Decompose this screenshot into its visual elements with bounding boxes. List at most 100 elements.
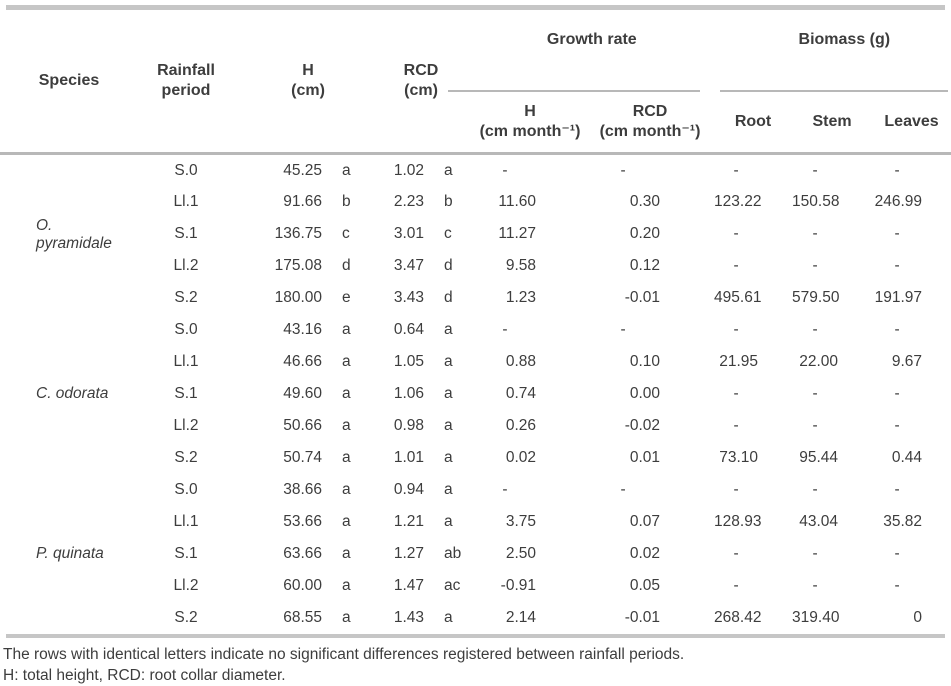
header-row-subcolumns: H (cm month⁻¹) RCD (cm month⁻¹) Root Ste… — [0, 92, 951, 154]
cell-rcd-sig: d — [444, 256, 453, 274]
cell-leaves: - — [894, 224, 900, 242]
cell-h-sig: a — [342, 416, 351, 434]
cell-stem: 579.50 — [792, 288, 840, 306]
cell-h: 63.66 — [283, 544, 322, 562]
cell-rcd-sig: a — [444, 512, 453, 530]
cell-root: - — [733, 576, 739, 594]
cell-growth-h: 1.23 — [505, 288, 537, 306]
cell-rcd: 0.98 — [393, 416, 424, 434]
cell-root: - — [733, 416, 739, 434]
table-row: S.1 63.66 a 1.27 ab 2.50 0.02 - - - — [0, 538, 951, 570]
col-header-root: Root — [734, 112, 772, 130]
cell-h-sig: a — [342, 608, 351, 626]
col-header-species: Species — [38, 71, 100, 89]
cell-h-sig: a — [342, 352, 351, 370]
cell-species: C. odorata — [36, 384, 109, 402]
cell-rcd-sig: a — [444, 608, 453, 626]
cell-h: 180.00 — [274, 288, 322, 306]
cell-root: - — [733, 224, 739, 242]
cell-h: 38.66 — [283, 480, 322, 498]
cell-h-sig: a — [342, 544, 351, 562]
cell-period: Ll.2 — [173, 576, 199, 594]
table-row: Ll.2 50.66 a 0.98 a 0.26 -0.02 - - - — [0, 410, 951, 442]
cell-growth-rcd: - — [620, 480, 626, 498]
cell-rcd-sig: a — [444, 320, 453, 338]
growth-rate-underline — [448, 89, 701, 92]
footnote-abbreviations: H: total height, RCD: root collar diamet… — [3, 666, 286, 684]
table-top-rule — [6, 5, 945, 10]
table-row: S.2 180.00 e 3.43 d 1.23 -0.01 495.61 579.50 191.… — [0, 282, 951, 314]
cell-h: 50.66 — [283, 416, 322, 434]
cell-root: - — [733, 384, 739, 402]
cell-growth-rcd: 0.02 — [629, 544, 661, 562]
col-header-growth-h: H (cm month⁻¹) — [479, 102, 581, 141]
cell-leaves: 35.82 — [883, 512, 923, 530]
cell-h-sig: a — [342, 480, 351, 498]
cell-period: S.0 — [174, 480, 198, 498]
table-row: S.2 68.55 a 1.43 a 2.14 -0.01 268.42 319.40 0 — [0, 602, 951, 634]
cell-growth-rcd: 0.12 — [629, 256, 661, 274]
cell-period: Ll.1 — [173, 192, 199, 210]
cell-species: O. pyramidale — [0, 152, 130, 314]
cell-root: - — [733, 320, 739, 338]
cell-growth-rcd: 0.00 — [629, 384, 661, 402]
cell-stem: - — [812, 416, 818, 434]
cell-rcd: 3.01 — [393, 224, 424, 242]
cell-h-sig: a — [324, 152, 368, 186]
table-row: Ll.1 46.66 a 1.05 a 0.88 0.10 21.95 22.00 9.67 — [0, 346, 951, 378]
cell-growth-rcd: - — [620, 320, 626, 338]
cell-root: 21.95 — [719, 352, 759, 370]
cell-period: S.1 — [174, 384, 198, 402]
footnotes: The rows with identical letters indicate… — [3, 644, 945, 686]
cell-rcd: 1.47 — [393, 576, 424, 594]
cell-growth-h: - — [474, 152, 587, 186]
cell-species: P. quinata — [36, 544, 104, 562]
cell-h: 50.74 — [283, 448, 322, 466]
cell-rcd: 0.94 — [393, 480, 424, 498]
cell-root: - — [714, 152, 793, 186]
cell-leaves: 191.97 — [874, 288, 923, 306]
table-row: C. odorata S.0 43.16 a 0.64 a - - - - - — [0, 314, 951, 402]
cell-h-sig: a — [342, 512, 351, 530]
table-header: Species Rainfall period H (cm) RCD (cm) … — [0, 10, 951, 154]
cell-rcd-sig: ac — [444, 576, 461, 594]
cell-growth-h: - — [502, 320, 508, 338]
cell-h: 43.16 — [283, 320, 322, 338]
cell-rcd-sig: ab — [444, 544, 462, 562]
cell-h: 175.08 — [274, 256, 322, 274]
cell-rcd-sig: a — [444, 352, 453, 370]
cell-period: Ll.2 — [173, 416, 199, 434]
cell-growth-rcd: 0.05 — [629, 576, 661, 594]
cell-h-sig: c — [342, 224, 350, 242]
cell-stem: - — [812, 320, 818, 338]
cell-stem: - — [812, 384, 818, 402]
cell-growth-h: 11.27 — [498, 224, 537, 242]
col-header-h: H (cm) — [291, 61, 325, 100]
cell-h: 45.25 — [234, 152, 324, 186]
cell-leaves: 9.67 — [891, 352, 923, 370]
cell-leaves: - — [894, 544, 900, 562]
cell-stem: - — [812, 544, 818, 562]
table-row: S.2 50.74 a 1.01 a 0.02 0.01 73.10 95.44 0.44 — [0, 442, 951, 474]
cell-h-sig: e — [342, 288, 351, 306]
cell-rcd-sig: a — [444, 480, 453, 498]
cell-h: 136.75 — [274, 224, 322, 242]
cell-growth-h: 9.58 — [505, 256, 537, 274]
cell-rcd-sig: b — [444, 192, 453, 210]
cell-period: S.0 — [130, 152, 234, 186]
cell-growth-h: - — [502, 480, 508, 498]
results-table: Species Rainfall period H (cm) RCD (cm) … — [0, 10, 951, 634]
cell-root: 495.61 — [714, 288, 762, 306]
growth-rate-label: Growth rate — [546, 31, 637, 49]
table-bottom-rule — [6, 633, 945, 638]
cell-growth-h: 2.50 — [505, 544, 537, 562]
cell-leaves: - — [894, 416, 900, 434]
cell-rcd-sig: a — [424, 152, 475, 186]
cell-growth-h: 3.75 — [505, 512, 537, 530]
cell-root: 73.10 — [719, 448, 759, 466]
cell-growth-h: 0.88 — [505, 352, 537, 370]
biomass-underline — [720, 89, 949, 92]
cell-stem: - — [792, 152, 873, 186]
table-row: Ll.1 53.66 a 1.21 a 3.75 0.07 128.93 43.04 35.82 — [0, 506, 951, 538]
cell-root: - — [733, 480, 739, 498]
